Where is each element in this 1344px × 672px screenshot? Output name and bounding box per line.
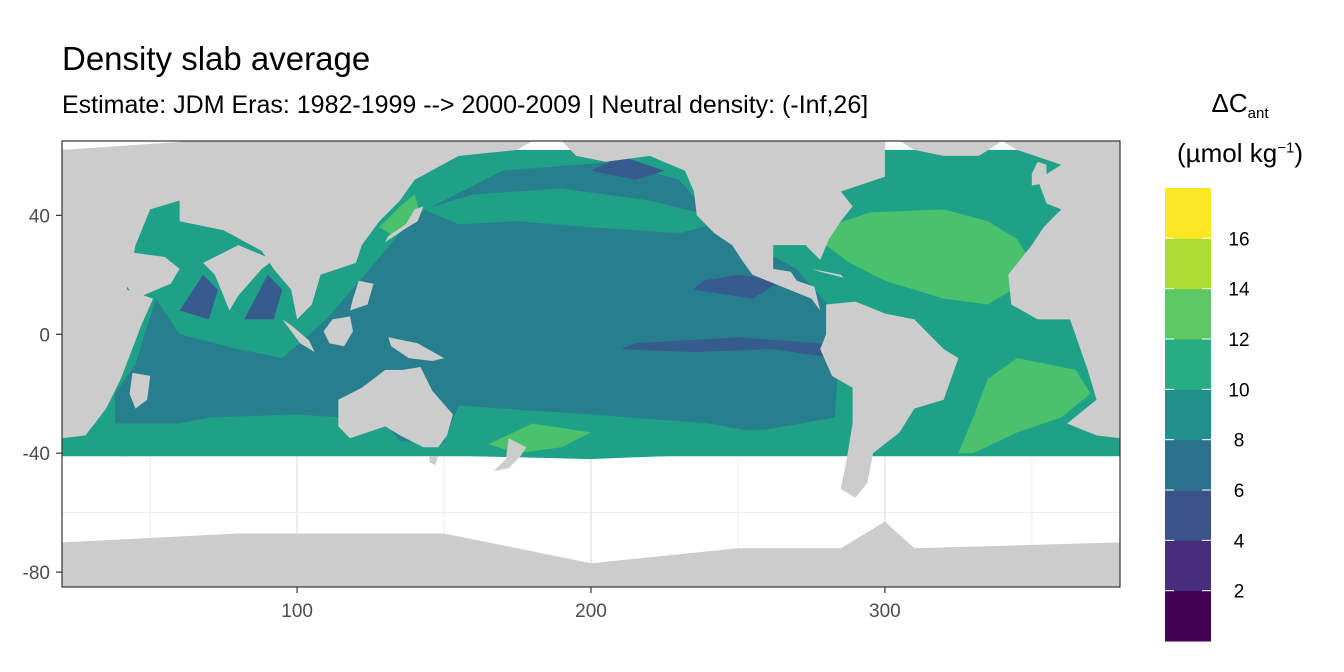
legend-color-bin bbox=[1165, 540, 1211, 592]
x-axis-tick-label: 300 bbox=[869, 601, 901, 622]
ocean-arabian-sea-6-8 bbox=[179, 274, 218, 320]
legend-color-bin bbox=[1165, 590, 1211, 642]
land-borneo bbox=[323, 316, 353, 347]
legend-break-label: 2 bbox=[1234, 582, 1245, 603]
land-asia bbox=[179, 141, 533, 320]
land-japan bbox=[385, 206, 424, 243]
ocean-east-pacific-6-8 bbox=[693, 274, 782, 299]
legend-color-bin bbox=[1165, 389, 1211, 441]
legend-color-bin bbox=[1165, 490, 1211, 541]
x-axis-tick-label: 100 bbox=[281, 601, 313, 622]
y-axis-tick-label: -40 bbox=[23, 444, 50, 465]
legend-unit-exp: −1 bbox=[1277, 139, 1295, 157]
legend-unit-prefix: (µmol kg bbox=[1177, 138, 1278, 168]
ocean-pacific-8-10 bbox=[114, 161, 841, 445]
legend-break-label: 4 bbox=[1234, 531, 1245, 552]
land-north-america bbox=[561, 141, 885, 311]
land-new-zealand bbox=[494, 438, 527, 471]
legend-title: ΔCant bbox=[1160, 88, 1320, 122]
legend-color-bin bbox=[1165, 288, 1211, 340]
map-panel bbox=[62, 141, 1120, 587]
x-axis-tick-label: 200 bbox=[575, 601, 607, 622]
land-antarctica bbox=[62, 521, 1120, 587]
legend-unit: (µmol kg−1) bbox=[1160, 138, 1320, 169]
land-uk bbox=[1031, 161, 1047, 186]
legend-color-bin bbox=[1165, 188, 1211, 239]
ocean-atlantic-n-12-14 bbox=[826, 209, 1032, 305]
legend-unit-suffix: ) bbox=[1294, 138, 1303, 168]
legend-color-bin bbox=[1165, 439, 1211, 491]
legend-title-main: ΔC bbox=[1211, 88, 1248, 118]
legend-break-label: 8 bbox=[1234, 431, 1245, 452]
land-africa-europe bbox=[62, 141, 195, 439]
legend-break-label: 14 bbox=[1228, 280, 1250, 301]
y-axis-tick-label: 0 bbox=[39, 325, 50, 346]
land-south-america bbox=[820, 301, 959, 498]
legend-title-sub: ant bbox=[1247, 105, 1269, 123]
legend-color-bin bbox=[1165, 238, 1211, 290]
legend-break-label: 12 bbox=[1228, 330, 1249, 351]
ocean-pacific-n-10-12 bbox=[423, 188, 724, 234]
color-legend: 2 4 6 8 10 12 14 16 bbox=[1165, 188, 1250, 642]
y-axis-tick-label: 40 bbox=[29, 206, 50, 227]
chart-subtitle: Estimate: JDM Eras: 1982-1999 --> 2000-2… bbox=[62, 91, 869, 119]
land-australia bbox=[338, 367, 453, 448]
ocean-north-pacific-6-8 bbox=[591, 155, 665, 180]
legend-break-label: 10 bbox=[1228, 380, 1249, 401]
y-axis-tick-label: -80 bbox=[23, 563, 50, 584]
ocean-equatorial-pacific-6-8 bbox=[620, 337, 835, 359]
ocean-japan-sea-12-14 bbox=[379, 194, 421, 237]
land-madagascar bbox=[129, 372, 151, 409]
legend-break-label: 16 bbox=[1228, 229, 1249, 250]
land-cuba bbox=[811, 268, 844, 278]
ocean-bengal-6-8 bbox=[244, 274, 283, 320]
legend-color-bin bbox=[1165, 339, 1211, 390]
land-greenland bbox=[899, 141, 1003, 156]
ocean-indian-s-10-12 bbox=[85, 414, 371, 457]
legend-break-label: 6 bbox=[1234, 481, 1245, 502]
land-arabia bbox=[114, 251, 180, 299]
ocean-atlantic-s-12-14 bbox=[958, 358, 1091, 454]
land-africa-east bbox=[1002, 141, 1120, 439]
land-sumatra bbox=[282, 319, 315, 353]
land-new-guinea bbox=[388, 337, 445, 361]
land-india bbox=[203, 245, 274, 311]
land-tasmania bbox=[429, 456, 439, 466]
land-philippines bbox=[350, 280, 374, 311]
chart-title: Density slab average bbox=[62, 40, 371, 77]
